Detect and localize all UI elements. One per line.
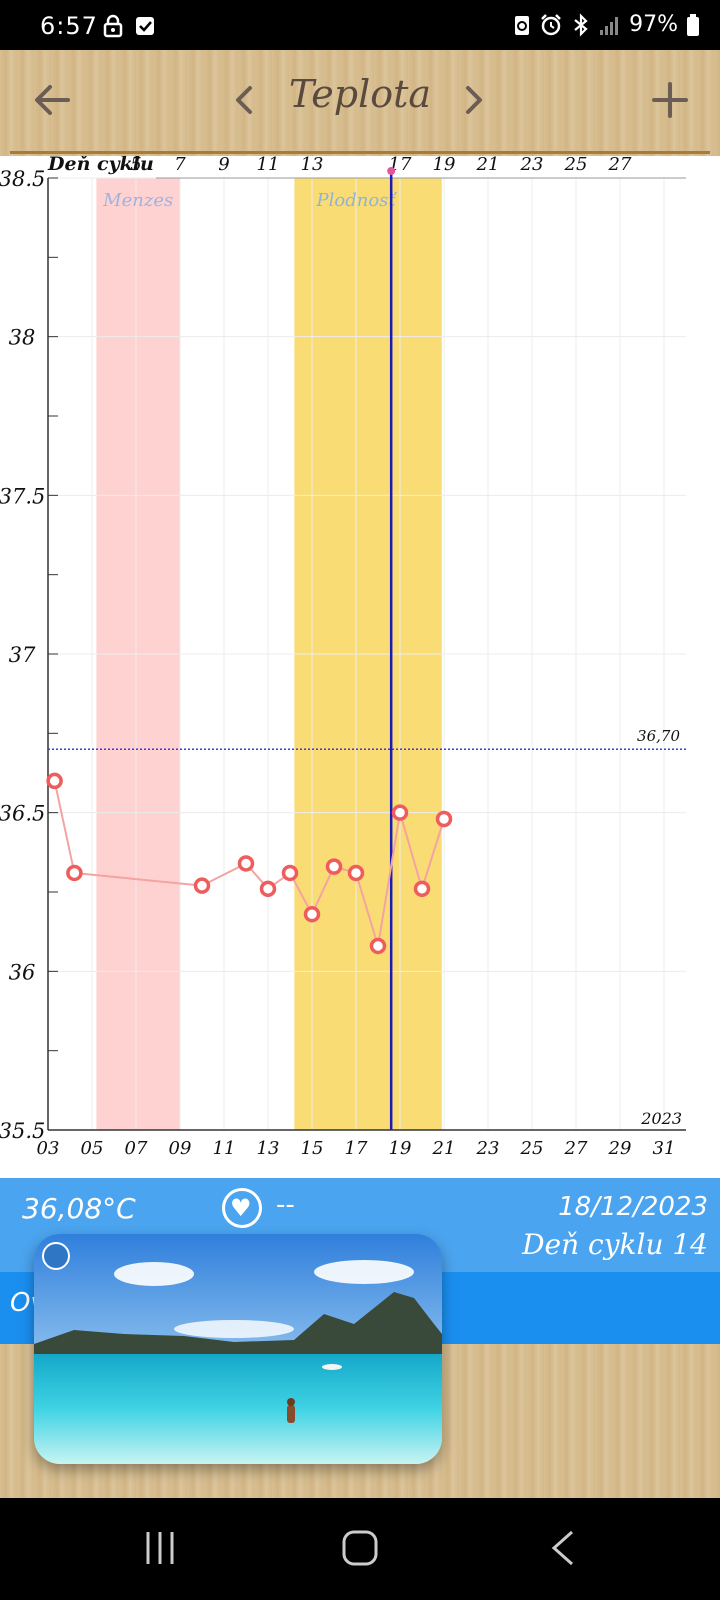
lagoon-photo: [34, 1234, 442, 1464]
heart-icon: ♥: [230, 1194, 252, 1222]
reference-line-label: 36,70: [637, 727, 680, 745]
home-icon[interactable]: [340, 1528, 380, 1568]
bottom-tick-label: 23: [476, 1138, 500, 1159]
chevron-right-icon[interactable]: [462, 82, 486, 118]
temperature-chart[interactable]: Menzes Plodnosť 38.5 38 37.5 37 36.5 36 35.5 Deň …: [0, 156, 720, 1178]
y-tick-label: 35.5: [0, 1119, 45, 1143]
data-point: [325, 858, 343, 875]
bottom-tick-label: 11: [213, 1138, 236, 1159]
bottom-tick-label: 03: [37, 1138, 60, 1159]
top-axis-title: Deň cyklu: [47, 156, 154, 175]
top-tick-label: 25: [564, 156, 588, 175]
data-point: [413, 880, 431, 898]
bottom-tick-label: 25: [520, 1138, 544, 1159]
back-icon[interactable]: [548, 1528, 578, 1568]
temperature-value: 36,08°C: [22, 1192, 136, 1225]
recent-apps-icon[interactable]: [140, 1528, 180, 1568]
status-time: 6:57: [40, 12, 98, 40]
alarm-icon: [541, 13, 561, 35]
bottom-tick-label: 13: [257, 1138, 280, 1159]
data-point: [303, 905, 321, 923]
bottom-tick-label: 29: [608, 1138, 632, 1159]
top-tick-label: 13: [301, 156, 324, 175]
check-box-icon: [136, 17, 154, 35]
lock-icon: [103, 14, 123, 38]
signal-icon: [600, 16, 619, 35]
lagoon-photo-card[interactable]: [34, 1234, 442, 1464]
bottom-tick-label: 27: [564, 1138, 588, 1159]
y-tick-label: 36: [9, 960, 36, 984]
selected-date: 18/12/2023: [558, 1192, 708, 1222]
bottom-tick-label: 21: [432, 1138, 456, 1159]
bottom-tick-label: 15: [301, 1138, 324, 1159]
y-tick-label: 38: [9, 326, 36, 350]
top-tick-label: 11: [257, 156, 280, 175]
y-tick-label: 38.5: [0, 167, 45, 191]
bottom-tick-label: 19: [389, 1138, 412, 1159]
data-point: [259, 880, 277, 898]
back-arrow-icon[interactable]: [30, 78, 74, 122]
data-point: [369, 937, 387, 955]
band-label: Menzes: [102, 190, 173, 211]
bottom-tick-label: 31: [653, 1138, 676, 1159]
top-tick-label: 19: [433, 156, 456, 175]
y-tick-label: 37: [9, 643, 36, 667]
top-tick-label: 5: [130, 156, 141, 175]
bottom-tick-label: 05: [81, 1138, 104, 1159]
chart-canvas[interactable]: Menzes Plodnosť 38.5 38 37.5 37 36.5 36 35.5 Deň …: [0, 156, 720, 1178]
top-tick-label: 9: [218, 156, 229, 175]
globe-icon: [42, 1242, 70, 1270]
battery-percent: 97%: [629, 12, 678, 37]
y-tick-label: 37.5: [0, 484, 45, 508]
page-title: Teplota: [288, 72, 432, 116]
bottom-tick-label: 17: [345, 1138, 368, 1159]
battery-saver-icon: [515, 15, 530, 35]
heart-button[interactable]: ♥: [222, 1188, 262, 1228]
data-point: [435, 810, 453, 828]
heart-rate-value: --: [276, 1190, 295, 1220]
bluetooth-icon: [574, 12, 588, 37]
data-point: [66, 864, 83, 882]
plus-icon[interactable]: [650, 80, 690, 120]
data-point: [193, 877, 211, 894]
band-label: Plodnosť: [316, 190, 398, 211]
top-tick-label: 7: [174, 156, 186, 175]
cursor-handle: [387, 167, 396, 175]
app-bar: Teplota: [0, 50, 720, 156]
chevron-left-icon[interactable]: [232, 82, 256, 118]
top-tick-label: 21: [476, 156, 500, 175]
year-label: 2023: [640, 1109, 682, 1128]
cycle-day-label: Deň cyklu 14: [522, 1228, 708, 1261]
top-tick-label: 23: [520, 156, 544, 175]
data-point: [46, 772, 63, 790]
status-bar: 6:57 97%: [0, 0, 720, 50]
data-point: [347, 864, 365, 882]
y-tick-label: 36.5: [0, 802, 45, 826]
data-point: [281, 864, 299, 882]
top-tick-label: 27: [608, 156, 632, 175]
bottom-tick-label: 07: [125, 1138, 148, 1159]
data-point: [391, 804, 409, 821]
system-nav-bar: [0, 1498, 720, 1600]
data-point: [237, 855, 255, 872]
battery-icon: [687, 13, 699, 36]
bottom-tick-label: 09: [169, 1138, 192, 1159]
